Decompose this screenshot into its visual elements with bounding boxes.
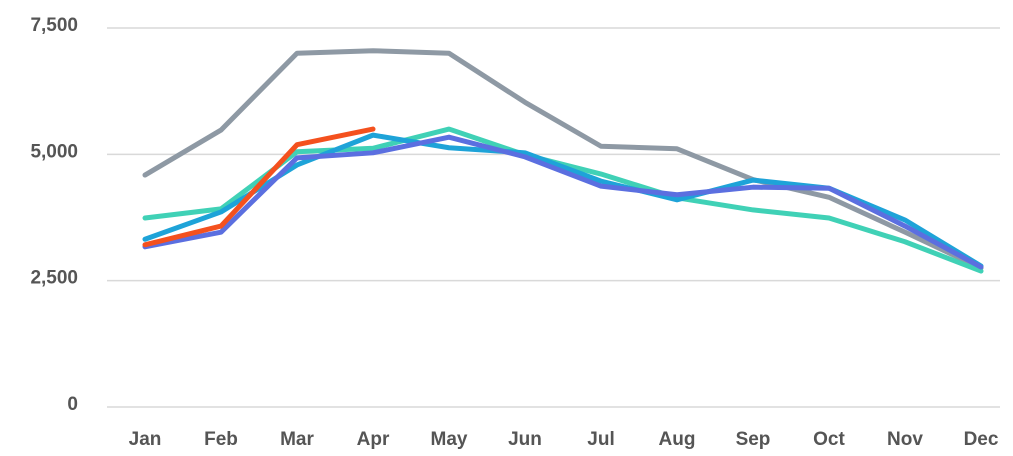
- series-line: [142, 134, 984, 270]
- x-tick-label: Apr: [357, 429, 390, 450]
- x-tick-label: May: [431, 429, 468, 450]
- x-tick-label: Jul: [587, 429, 614, 450]
- y-tick-label: 7,500: [30, 15, 78, 36]
- x-tick-label: Dec: [964, 429, 999, 450]
- x-tick-label: Oct: [813, 429, 845, 450]
- x-tick-label: Jun: [508, 429, 542, 450]
- x-tick-label: Aug: [659, 429, 696, 450]
- x-tick-label: Jan: [129, 429, 162, 450]
- y-tick-label: 0: [67, 394, 78, 415]
- x-tick-label: Nov: [887, 429, 923, 450]
- y-tick-label: 2,500: [30, 268, 78, 289]
- y-tick-label: 5,000: [30, 141, 78, 162]
- x-tick-label: Mar: [280, 429, 314, 450]
- series-line: [142, 126, 376, 248]
- x-tick-label: Sep: [736, 429, 771, 450]
- x-tick-label: Feb: [204, 429, 238, 450]
- series-line: [142, 48, 984, 271]
